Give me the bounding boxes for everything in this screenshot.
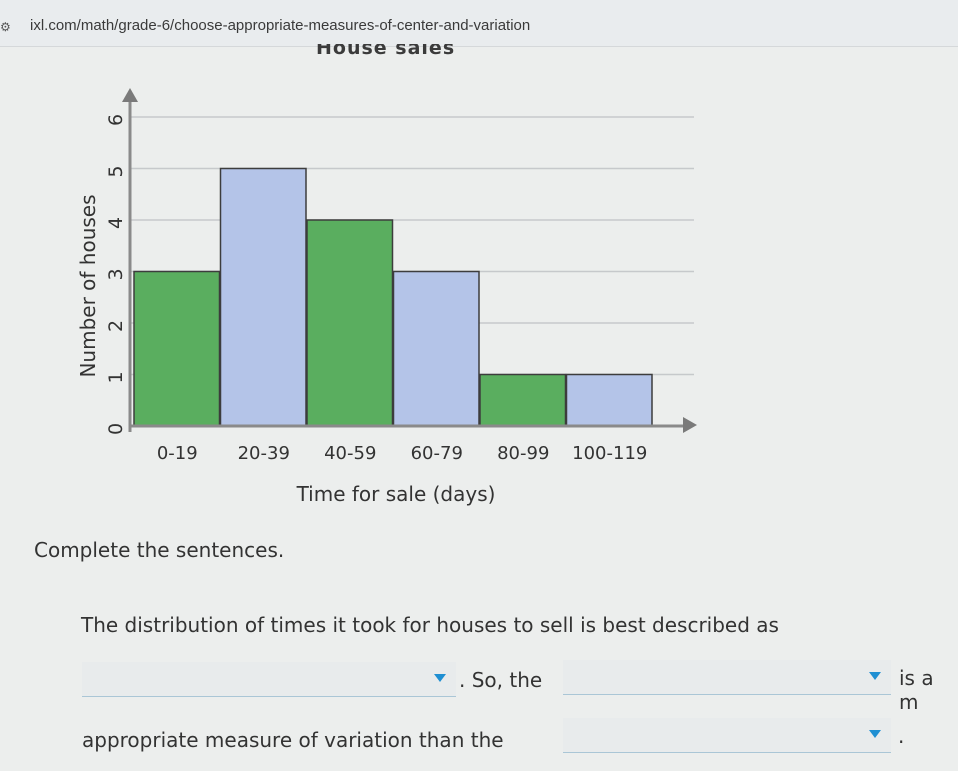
- browser-url-bar[interactable]: ⚙ ixl.com/math/grade-6/choose-appropriat…: [0, 0, 958, 47]
- sentence-line-1: The distribution of times it took for ho…: [81, 613, 779, 637]
- bar-100-119: [565, 373, 653, 427]
- bar-60-79: [392, 270, 480, 427]
- x-tick-label: 100-119: [572, 443, 647, 464]
- sentence-line-2-end: is a m: [899, 666, 934, 714]
- chart-bars: [133, 167, 653, 427]
- chevron-down-icon[interactable]: [869, 672, 881, 680]
- y-tick-label: 3: [105, 268, 127, 280]
- bar-40-59: [306, 219, 394, 427]
- x-tick-label: 40-59: [324, 443, 376, 464]
- bar-20-39: [219, 167, 307, 427]
- url-text[interactable]: ixl.com/math/grade-6/choose-appropriate-…: [30, 17, 531, 34]
- y-tick-label: 0: [105, 423, 127, 435]
- distribution-dropdown[interactable]: [82, 662, 456, 697]
- y-tick-label: 2: [105, 320, 127, 332]
- y-tick-labels: 0 1 2 3 4 5 6: [105, 114, 127, 435]
- chevron-down-icon[interactable]: [434, 674, 446, 682]
- x-axis-arrow-icon: [683, 417, 697, 433]
- bar-0-19: [133, 270, 221, 427]
- x-tick-label: 60-79: [411, 443, 463, 464]
- x-tick-label: 80-99: [497, 443, 549, 464]
- y-tick-label: 6: [105, 114, 127, 126]
- site-settings-icon[interactable]: ⚙: [0, 20, 11, 34]
- sentence-line-3-end: .: [898, 724, 905, 748]
- x-tick-label: 0-19: [157, 443, 198, 464]
- measure-dropdown-1[interactable]: [563, 660, 891, 695]
- chart-axes: [122, 88, 697, 433]
- y-tick-label: 4: [105, 217, 127, 229]
- y-tick-label: 5: [105, 165, 127, 177]
- measure-dropdown-2[interactable]: [563, 718, 891, 753]
- bar-80-99: [479, 373, 567, 427]
- chart-title-text: House sales: [316, 44, 456, 59]
- x-axis-label: Time for sale (days): [296, 482, 496, 506]
- chevron-down-icon[interactable]: [869, 730, 881, 738]
- x-tick-labels: 0-19 20-39 40-59 60-79 80-99 100-119: [157, 443, 648, 464]
- y-tick-label: 1: [105, 371, 127, 383]
- chart-title: House sales: [316, 44, 455, 64]
- y-axis-arrow-icon: [122, 88, 138, 102]
- sentence-line-2-middle: . So, the: [459, 668, 543, 692]
- instructions: Complete the sentences.: [34, 538, 285, 562]
- sentence-line-3: appropriate measure of variation than th…: [82, 728, 504, 752]
- x-tick-label: 20-39: [238, 443, 290, 464]
- y-axis-label: Number of houses: [76, 194, 100, 377]
